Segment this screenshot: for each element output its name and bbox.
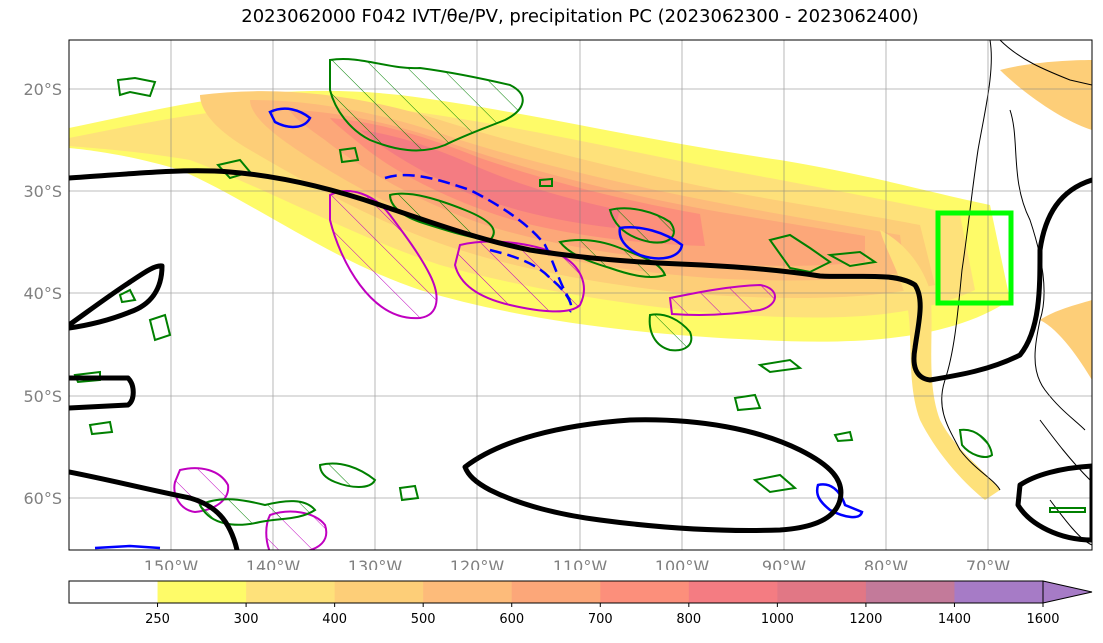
colorbar-segment <box>423 581 513 603</box>
lat-tick-label: 30°S <box>23 182 62 201</box>
colorbar-tick-label: 600 <box>499 612 524 627</box>
lat-tick-label: 50°S <box>23 387 62 406</box>
blue-contours <box>94 107 864 550</box>
colorbar-segments <box>69 581 1044 603</box>
colorbar-segment <box>246 581 336 603</box>
target-region-box <box>935 210 1014 306</box>
lon-tick-label: 110°W <box>553 557 608 570</box>
map-border <box>68 39 1093 551</box>
colorbar-segment <box>511 581 601 603</box>
colorbar-tick-label: 1400 <box>938 612 971 627</box>
lon-tick-label: 150°W <box>144 557 199 570</box>
colorbar-tick-label: 1600 <box>1026 612 1059 627</box>
colorbar-tick-label: 1000 <box>761 612 794 627</box>
lon-tick-label: 130°W <box>348 557 403 570</box>
map-panel: 20°S 30°S 40°S 50°S 60°S 150°W 140°W 130… <box>23 39 1093 570</box>
coastline <box>941 40 1092 546</box>
colorbar-labels: 250 300 400 500 600 700 800 1000 1200 1400 1600 <box>145 603 1060 627</box>
lon-axis: 150°W 140°W 130°W 120°W 110°W 100°W 90°W… <box>144 557 1010 570</box>
lat-tick-label: 20°S <box>23 80 62 99</box>
colorbar-segment <box>157 581 247 603</box>
colorbar-segment <box>777 581 867 603</box>
colorbar-tick-label: 250 <box>145 612 170 627</box>
colorbar-segment <box>600 581 690 603</box>
lon-tick-label: 90°W <box>762 557 806 570</box>
colorbar-extend-arrow <box>1042 580 1093 604</box>
colorbar-tick-label: 500 <box>411 612 436 627</box>
colorbar-frame <box>68 580 1044 604</box>
lon-tick-label: 70°W <box>966 557 1010 570</box>
lon-tick-label: 120°W <box>450 557 505 570</box>
colorbar-tick-label: 800 <box>676 612 701 627</box>
chart-title: 2023062000 F042 IVT/θe/PV, precipitation… <box>241 6 919 27</box>
lon-tick-label: 80°W <box>864 557 908 570</box>
colorbar-tick-label: 1200 <box>849 612 882 627</box>
lon-tick-label: 100°W <box>655 557 710 570</box>
lat-axis: 20°S 30°S 40°S 50°S 60°S <box>23 80 62 508</box>
colorbar-segment <box>334 581 424 603</box>
colorbar: 250 300 400 500 600 700 800 1000 1200 1400 1600 <box>68 580 1093 627</box>
colorbar-tick-label: 700 <box>588 612 613 627</box>
colorbar-segment <box>69 581 159 603</box>
lat-tick-label: 40°S <box>23 284 62 303</box>
colorbar-tick-label: 300 <box>234 612 259 627</box>
lon-tick-label: 140°W <box>246 557 301 570</box>
colorbar-segment <box>954 581 1044 603</box>
lat-tick-label: 60°S <box>23 489 62 508</box>
colorbar-segment <box>865 581 955 603</box>
magenta-hatched-regions <box>173 190 776 550</box>
colorbar-segment <box>688 581 778 603</box>
colorbar-tick-label: 400 <box>322 612 347 627</box>
